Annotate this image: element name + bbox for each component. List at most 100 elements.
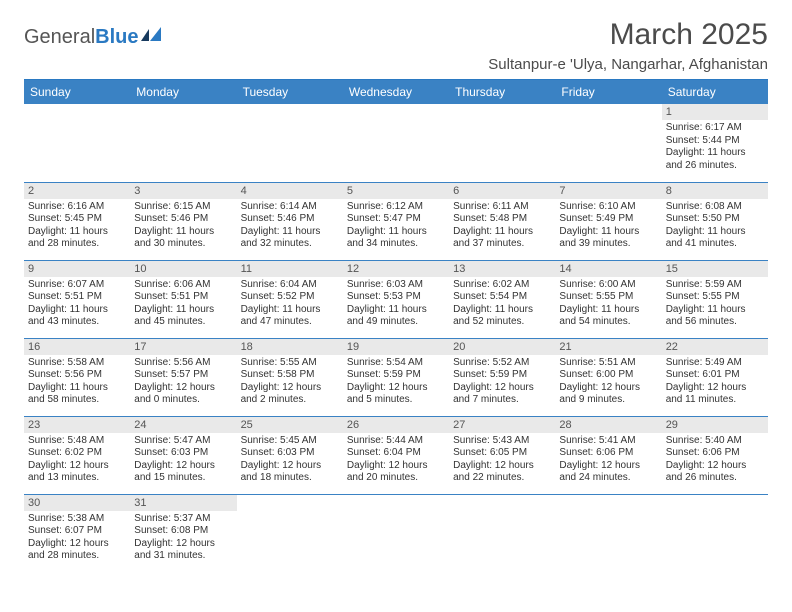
sunrise-text: Sunrise: 5:37 AM — [134, 513, 232, 526]
sunset-text: Sunset: 5:46 PM — [241, 213, 339, 226]
calendar-week-row: 23Sunrise: 5:48 AMSunset: 6:02 PMDayligh… — [24, 416, 768, 494]
daylight-text: Daylight: 12 hours and 31 minutes. — [134, 538, 232, 563]
daylight-text: Daylight: 12 hours and 15 minutes. — [134, 460, 232, 485]
day-info: Sunrise: 6:17 AMSunset: 5:44 PMDaylight:… — [662, 120, 768, 174]
calendar-day-cell — [555, 494, 661, 572]
day-number: 25 — [237, 417, 343, 433]
calendar-day-cell: 2Sunrise: 6:16 AMSunset: 5:45 PMDaylight… — [24, 182, 130, 260]
sunset-text: Sunset: 5:55 PM — [559, 291, 657, 304]
calendar-week-row: 30Sunrise: 5:38 AMSunset: 6:07 PMDayligh… — [24, 494, 768, 572]
daylight-text: Daylight: 11 hours and 52 minutes. — [453, 304, 551, 329]
sunrise-text: Sunrise: 6:07 AM — [28, 279, 126, 292]
day-number: 28 — [555, 417, 661, 433]
sunrise-text: Sunrise: 6:03 AM — [347, 279, 445, 292]
day-info: Sunrise: 6:04 AMSunset: 5:52 PMDaylight:… — [237, 277, 343, 331]
daylight-text: Daylight: 12 hours and 5 minutes. — [347, 382, 445, 407]
calendar-day-cell: 28Sunrise: 5:41 AMSunset: 6:06 PMDayligh… — [555, 416, 661, 494]
day-number: 27 — [449, 417, 555, 433]
day-number: 14 — [555, 261, 661, 277]
day-info: Sunrise: 6:08 AMSunset: 5:50 PMDaylight:… — [662, 199, 768, 253]
daylight-text: Daylight: 12 hours and 18 minutes. — [241, 460, 339, 485]
calendar-week-row: 16Sunrise: 5:58 AMSunset: 5:56 PMDayligh… — [24, 338, 768, 416]
day-info: Sunrise: 5:44 AMSunset: 6:04 PMDaylight:… — [343, 433, 449, 487]
daylight-text: Daylight: 11 hours and 34 minutes. — [347, 226, 445, 251]
day-number: 26 — [343, 417, 449, 433]
day-info: Sunrise: 5:43 AMSunset: 6:05 PMDaylight:… — [449, 433, 555, 487]
sunrise-text: Sunrise: 6:15 AM — [134, 201, 232, 214]
daylight-text: Daylight: 12 hours and 11 minutes. — [666, 382, 764, 407]
page-header: GeneralBlue March 2025 Sultanpur-e 'Ulya… — [24, 18, 768, 73]
day-info: Sunrise: 6:14 AMSunset: 5:46 PMDaylight:… — [237, 199, 343, 253]
daylight-text: Daylight: 11 hours and 32 minutes. — [241, 226, 339, 251]
sunset-text: Sunset: 5:58 PM — [241, 369, 339, 382]
brand-logo: GeneralBlue — [24, 18, 163, 49]
day-number: 29 — [662, 417, 768, 433]
calendar-day-cell — [662, 494, 768, 572]
calendar-day-cell: 11Sunrise: 6:04 AMSunset: 5:52 PMDayligh… — [237, 260, 343, 338]
day-number: 24 — [130, 417, 236, 433]
sunset-text: Sunset: 5:46 PM — [134, 213, 232, 226]
weekday-header: Saturday — [662, 80, 768, 105]
calendar-day-cell — [237, 494, 343, 572]
calendar-day-cell — [449, 494, 555, 572]
weekday-header: Thursday — [449, 80, 555, 105]
daylight-text: Daylight: 11 hours and 28 minutes. — [28, 226, 126, 251]
calendar-day-cell: 1Sunrise: 6:17 AMSunset: 5:44 PMDaylight… — [662, 104, 768, 182]
calendar-day-cell — [343, 494, 449, 572]
daylight-text: Daylight: 11 hours and 45 minutes. — [134, 304, 232, 329]
day-number: 17 — [130, 339, 236, 355]
day-number: 8 — [662, 183, 768, 199]
weekday-header: Wednesday — [343, 80, 449, 105]
calendar-day-cell: 26Sunrise: 5:44 AMSunset: 6:04 PMDayligh… — [343, 416, 449, 494]
calendar-day-cell: 12Sunrise: 6:03 AMSunset: 5:53 PMDayligh… — [343, 260, 449, 338]
daylight-text: Daylight: 11 hours and 30 minutes. — [134, 226, 232, 251]
day-number: 16 — [24, 339, 130, 355]
sunrise-text: Sunrise: 6:02 AM — [453, 279, 551, 292]
sunset-text: Sunset: 5:55 PM — [666, 291, 764, 304]
sunrise-text: Sunrise: 6:11 AM — [453, 201, 551, 214]
calendar-day-cell: 8Sunrise: 6:08 AMSunset: 5:50 PMDaylight… — [662, 182, 768, 260]
day-info: Sunrise: 6:07 AMSunset: 5:51 PMDaylight:… — [24, 277, 130, 331]
sunset-text: Sunset: 5:51 PM — [134, 291, 232, 304]
daylight-text: Daylight: 11 hours and 41 minutes. — [666, 226, 764, 251]
sunrise-text: Sunrise: 5:51 AM — [559, 357, 657, 370]
sunrise-text: Sunrise: 5:54 AM — [347, 357, 445, 370]
day-number: 21 — [555, 339, 661, 355]
sunset-text: Sunset: 6:06 PM — [666, 447, 764, 460]
day-info: Sunrise: 5:52 AMSunset: 5:59 PMDaylight:… — [449, 355, 555, 409]
day-info: Sunrise: 5:41 AMSunset: 6:06 PMDaylight:… — [555, 433, 661, 487]
day-number: 3 — [130, 183, 236, 199]
sunset-text: Sunset: 5:51 PM — [28, 291, 126, 304]
sunset-text: Sunset: 5:54 PM — [453, 291, 551, 304]
calendar-day-cell: 18Sunrise: 5:55 AMSunset: 5:58 PMDayligh… — [237, 338, 343, 416]
calendar-day-cell: 27Sunrise: 5:43 AMSunset: 6:05 PMDayligh… — [449, 416, 555, 494]
sunrise-text: Sunrise: 5:38 AM — [28, 513, 126, 526]
calendar-day-cell: 4Sunrise: 6:14 AMSunset: 5:46 PMDaylight… — [237, 182, 343, 260]
sunrise-text: Sunrise: 6:00 AM — [559, 279, 657, 292]
day-number: 7 — [555, 183, 661, 199]
calendar-day-cell: 20Sunrise: 5:52 AMSunset: 5:59 PMDayligh… — [449, 338, 555, 416]
day-number: 10 — [130, 261, 236, 277]
sunrise-text: Sunrise: 5:43 AM — [453, 435, 551, 448]
day-info: Sunrise: 5:40 AMSunset: 6:06 PMDaylight:… — [662, 433, 768, 487]
day-number: 15 — [662, 261, 768, 277]
daylight-text: Daylight: 11 hours and 47 minutes. — [241, 304, 339, 329]
location-subtitle: Sultanpur-e 'Ulya, Nangarhar, Afghanista… — [488, 56, 768, 73]
sunset-text: Sunset: 5:48 PM — [453, 213, 551, 226]
day-number: 6 — [449, 183, 555, 199]
day-info: Sunrise: 5:47 AMSunset: 6:03 PMDaylight:… — [130, 433, 236, 487]
weekday-header: Tuesday — [237, 80, 343, 105]
day-info: Sunrise: 5:48 AMSunset: 6:02 PMDaylight:… — [24, 433, 130, 487]
daylight-text: Daylight: 12 hours and 13 minutes. — [28, 460, 126, 485]
calendar-day-cell: 6Sunrise: 6:11 AMSunset: 5:48 PMDaylight… — [449, 182, 555, 260]
sunset-text: Sunset: 5:52 PM — [241, 291, 339, 304]
weekday-header: Friday — [555, 80, 661, 105]
sunrise-text: Sunrise: 5:47 AM — [134, 435, 232, 448]
day-info: Sunrise: 6:16 AMSunset: 5:45 PMDaylight:… — [24, 199, 130, 253]
sunset-text: Sunset: 6:03 PM — [134, 447, 232, 460]
flag-icon — [141, 27, 163, 41]
sunrise-text: Sunrise: 5:49 AM — [666, 357, 764, 370]
weekday-header-row: Sunday Monday Tuesday Wednesday Thursday… — [24, 80, 768, 105]
day-info: Sunrise: 5:51 AMSunset: 6:00 PMDaylight:… — [555, 355, 661, 409]
sunrise-text: Sunrise: 5:52 AM — [453, 357, 551, 370]
